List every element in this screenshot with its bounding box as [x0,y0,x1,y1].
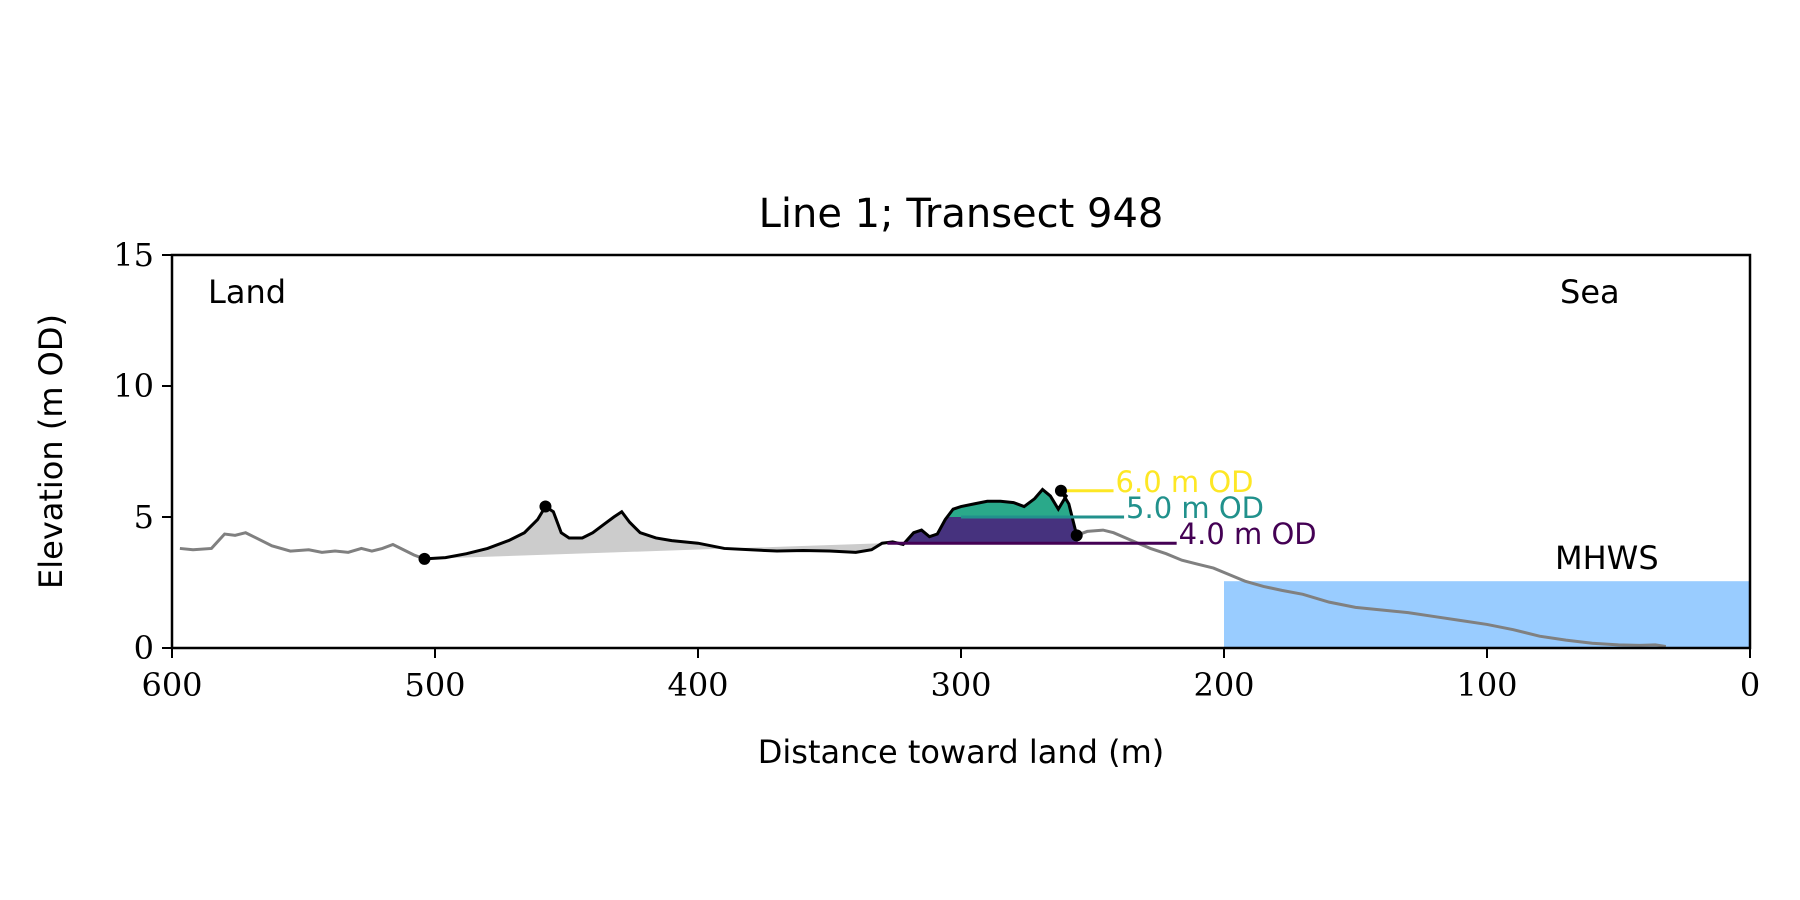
x-tick-label: 500 [404,666,465,704]
x-axis-label: Distance toward land (m) [758,733,1164,771]
y-axis-label: Elevation (m OD) [32,314,70,589]
mhws-annotation: MHWS [1555,539,1659,577]
level-label-5: 5.0 m OD [1126,491,1264,525]
profile-line-seaward [1076,528,1667,648]
land-annotation: Land [208,273,286,311]
x-tick-label: 300 [930,666,991,704]
marker-point [1054,484,1067,497]
y-tick-label: 5 [134,498,154,536]
level-label-4: 4.0 m OD [1179,517,1317,551]
profile-line-analysed [424,487,1079,561]
marker-point [418,552,431,565]
x-tick-label: 100 [1456,666,1517,704]
mhws-band [1224,581,1750,648]
level-4-fill [892,517,1088,544]
y-tick-label: 15 [113,236,154,274]
sea-annotation: Sea [1560,273,1620,311]
chart-title: Line 1; Transect 948 [759,191,1164,237]
marker-point [1070,529,1083,542]
level-label-6: 6.0 m OD [1116,465,1254,499]
profile-line-landward [179,531,426,561]
y-tick-label: 10 [113,367,154,405]
marker-point [539,500,552,513]
x-tick-label: 200 [1193,666,1254,704]
x-tick-label: 0 [1740,666,1760,704]
x-tick-label: 600 [141,666,202,704]
x-tick-label: 400 [667,666,728,704]
y-tick-label: 0 [134,629,154,667]
